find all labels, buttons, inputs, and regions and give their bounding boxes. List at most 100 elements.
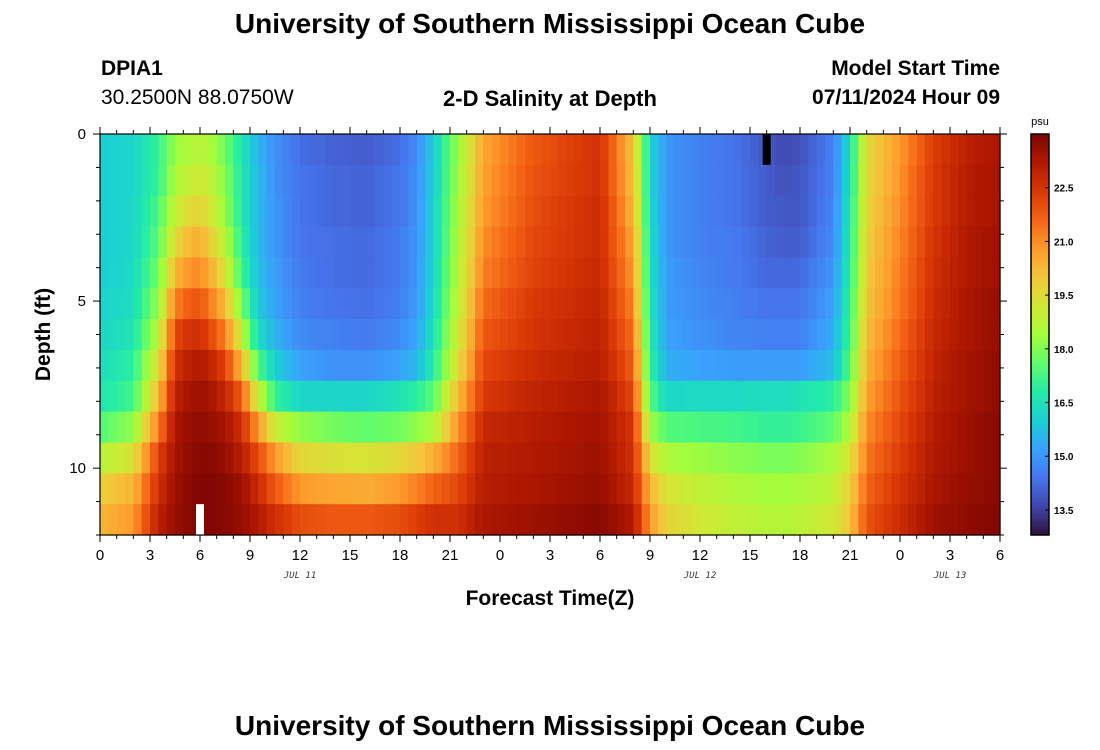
heatmap-cell [516, 195, 526, 228]
heatmap-cell [858, 226, 868, 258]
heatmap-cell [216, 257, 226, 289]
heatmap-cell [608, 319, 618, 351]
heatmap-cell [258, 288, 268, 320]
heatmap-cell [916, 442, 926, 474]
heatmap-cell [891, 226, 901, 258]
heatmap-cell [575, 504, 584, 536]
heatmap-cell [941, 134, 951, 166]
heatmap-cell [391, 380, 401, 413]
heatmap-cell [550, 473, 559, 505]
heatmap-cell [691, 195, 701, 228]
heatmap-cell [116, 504, 126, 536]
heatmap-cell [783, 473, 793, 505]
heatmap-cell [291, 195, 301, 228]
heatmap-cell [116, 134, 126, 166]
heatmap-cell [591, 195, 601, 228]
heatmap-cell [475, 195, 484, 228]
heatmap-cell [450, 164, 459, 197]
heatmap-cell [991, 195, 1001, 228]
heatmap-cell [791, 380, 801, 413]
heatmap-cell [900, 504, 909, 536]
heatmap-cell [541, 319, 551, 351]
heatmap-cell [416, 164, 426, 197]
heatmap-cell [366, 473, 376, 505]
heatmap-cell [325, 319, 334, 351]
heatmap-cell [566, 288, 576, 320]
heatmap-cell [425, 380, 434, 413]
heatmap-cell [466, 380, 476, 413]
heatmap-cell [733, 319, 743, 351]
heatmap-cell [233, 442, 243, 474]
heatmap-cell [125, 134, 134, 166]
heatmap-cell [800, 442, 809, 474]
heatmap-cell [675, 257, 684, 289]
heatmap-cell [841, 319, 851, 351]
heatmap-cell [225, 257, 234, 289]
heatmap-cell [108, 442, 118, 474]
heatmap-cell [508, 504, 518, 536]
heatmap-cell [225, 380, 234, 413]
heatmap-cell [158, 164, 168, 197]
heatmap-cell [675, 411, 684, 444]
heatmap-cell [325, 164, 334, 197]
heatmap-cell [925, 195, 934, 228]
x-tick-label: 0 [496, 547, 504, 564]
heatmap-cell [891, 411, 901, 444]
heatmap-cell [366, 257, 376, 289]
heatmap-cell [475, 134, 484, 166]
heatmap-cell [708, 319, 718, 351]
heatmap-cell [983, 473, 993, 505]
heatmap-cell [250, 411, 259, 444]
heatmap-cell [141, 164, 151, 197]
heatmap-cell [283, 164, 293, 197]
heatmap-cell [508, 349, 518, 382]
heatmap-cell [816, 134, 826, 166]
heatmap-cell [116, 288, 126, 320]
heatmap-cell [833, 164, 843, 197]
heatmap-cell [350, 288, 359, 320]
heatmap-cell [416, 226, 426, 258]
heatmap-cell [816, 349, 826, 382]
heatmap-cell [325, 411, 334, 444]
model-start-value: 07/11/2024 Hour 09 [812, 86, 1000, 109]
heatmap-cell [633, 257, 643, 289]
heatmap-cell [450, 319, 459, 351]
heatmap-cell [725, 473, 734, 505]
colorbar-tick-label: 13.5 [1054, 506, 1074, 517]
heatmap-cell [966, 442, 976, 474]
heatmap-cell [233, 319, 243, 351]
heatmap-cell [950, 504, 959, 536]
heatmap-cell [800, 380, 809, 413]
heatmap-cell [925, 380, 934, 413]
heatmap-cell [141, 257, 151, 289]
heatmap-cell [416, 134, 426, 166]
heatmap-cell [166, 195, 176, 228]
heatmap-cell [808, 319, 818, 351]
heatmap-cell [158, 504, 168, 536]
heatmap-cell [200, 473, 209, 505]
heatmap-cell [316, 195, 326, 228]
heatmap-cell [150, 288, 159, 320]
heatmap-cell [591, 164, 601, 197]
heatmap-cell [175, 473, 184, 505]
heatmap-cell [958, 288, 968, 320]
heatmap-cell [908, 164, 918, 197]
colorbar-tick-label: 22.5 [1054, 184, 1074, 195]
heatmap-cell [600, 411, 609, 444]
heatmap-cell [691, 473, 701, 505]
heatmap-cell [708, 195, 718, 228]
heatmap-cell [566, 442, 576, 474]
heatmap-cell [333, 504, 343, 536]
heatmap-cell [691, 257, 701, 289]
heatmap-cell [150, 380, 159, 413]
heatmap-cell [941, 319, 951, 351]
heatmap-cell [400, 195, 409, 228]
heatmap-cell [325, 288, 334, 320]
heatmap-cell [525, 504, 534, 536]
heatmap-cell [750, 349, 759, 382]
heatmap-cell [541, 195, 551, 228]
heatmap-cell [241, 411, 251, 444]
heatmap-cell [791, 226, 801, 258]
heatmap-cell [150, 226, 159, 258]
heatmap-cell [283, 288, 293, 320]
